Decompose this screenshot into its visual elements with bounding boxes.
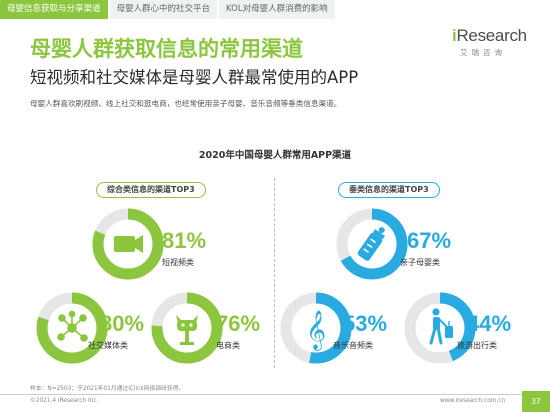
footer-website: www.iresearch.com.cn bbox=[440, 398, 506, 404]
pct-short-video: 81% bbox=[162, 228, 207, 253]
ring-ecommerce bbox=[151, 292, 223, 364]
ring-parenting bbox=[336, 208, 408, 280]
footer-divider bbox=[0, 394, 550, 395]
logo-subtitle: 艾瑞咨询 bbox=[460, 48, 506, 57]
ring-social-media bbox=[36, 292, 108, 364]
video-camera-icon bbox=[114, 235, 143, 253]
label-ecommerce: 电商类 bbox=[216, 341, 240, 350]
sample-footnote: 样本：N=2503；于2021年01月通过iClick网络调研获得。 bbox=[30, 386, 185, 392]
label-parenting: 亲子母婴类 bbox=[400, 258, 440, 267]
pane-divider bbox=[274, 178, 275, 368]
group-label-vertical: 垂类信息的渠道TOP3 bbox=[338, 182, 440, 198]
pct-music-audio: 53% bbox=[343, 311, 388, 336]
group-label-general: 综合类信息的渠道TOP3 bbox=[96, 182, 206, 198]
label-short-video: 短视频类 bbox=[162, 258, 194, 267]
page-title: 母婴人群获取信息的常用渠道 bbox=[30, 37, 303, 61]
ring-travel bbox=[404, 292, 476, 364]
label-travel: 旅游出行类 bbox=[457, 341, 497, 350]
logo-wordmark: iResearch bbox=[452, 26, 527, 45]
iresearch-logo: iResearch 艾瑞咨询 bbox=[452, 26, 544, 70]
tab-info-channels[interactable]: 母婴信息获取与分享渠道 bbox=[0, 0, 108, 19]
traveler-icon bbox=[429, 308, 453, 345]
label-social-media: 社交媒体类 bbox=[88, 341, 128, 350]
tab-social-platforms[interactable]: 母婴人群心中的社交平台 bbox=[109, 0, 218, 19]
page-number: 37 bbox=[522, 391, 550, 412]
baby-bottle-icon bbox=[357, 227, 385, 261]
pct-social-media: 80% bbox=[100, 311, 145, 336]
page-subtitle: 短视频和社交媒体是母婴人群最常使用的APP bbox=[30, 68, 359, 87]
top-tabs: 母婴信息获取与分享渠道 母婴人群心中的社交平台 KOL对母婴人群消费的影响 bbox=[0, 0, 337, 19]
pct-travel: 44% bbox=[467, 311, 512, 336]
ring-short-video bbox=[92, 208, 164, 280]
shopping-mascot-icon bbox=[176, 315, 198, 345]
pct-ecommerce: 76% bbox=[216, 311, 261, 336]
tab-kol-influence[interactable]: KOL对母婴人群消费的影响 bbox=[219, 0, 335, 19]
label-music-audio: 音乐音频类 bbox=[333, 341, 373, 350]
social-network-icon bbox=[57, 310, 88, 342]
pct-parenting: 67% bbox=[407, 228, 452, 253]
ring-music-audio: 𝄞 bbox=[280, 292, 352, 364]
chart-title: 2020年中国母婴人群常用APP渠道 bbox=[198, 150, 352, 161]
music-note-icon: 𝄞 bbox=[306, 310, 326, 351]
footer-copyright: ©2021.4 iResearch Inc. bbox=[30, 398, 99, 404]
page-description: 母婴人群喜欢刷视频、线上社交和逛电商，也经常使用亲子母婴、音乐音频等垂类信息渠道… bbox=[30, 99, 342, 108]
